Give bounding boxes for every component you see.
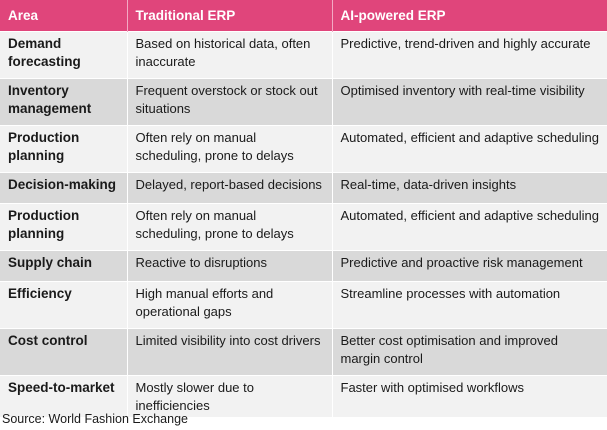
traditional-cell: Delayed, report-based decisions [127, 172, 333, 204]
table-row: Inventory management Frequent overstock … [0, 78, 607, 126]
table-row: Cost control Limited visibility into cos… [0, 328, 607, 376]
traditional-cell: Mostly slower due to inefficiencies [127, 375, 333, 417]
ai-cell: Optimised inventory with real-time visib… [332, 78, 607, 126]
traditional-cell: Often rely on manual scheduling, prone t… [127, 203, 333, 251]
header-area: Area [0, 0, 128, 32]
header-row: Area Traditional ERP AI-powered ERP [0, 0, 607, 32]
area-cell: Production planning [0, 203, 128, 251]
table-header: Area Traditional ERP AI-powered ERP [0, 0, 607, 32]
traditional-cell: Based on historical data, often inaccura… [127, 31, 333, 79]
table-row: Production planning Often rely on manual… [0, 203, 607, 251]
ai-cell: Streamline processes with automation [332, 281, 607, 329]
table-row: Production planning Often rely on manual… [0, 125, 607, 173]
table-row: Efficiency High manual efforts and opera… [0, 281, 607, 329]
area-cell: Supply chain [0, 250, 128, 282]
table-body: Demand forecasting Based on historical d… [0, 31, 607, 417]
table-row: Decision-making Delayed, report-based de… [0, 172, 607, 204]
area-cell: Speed-to-market [0, 375, 128, 417]
comparison-table-wrapper: Area Traditional ERP AI-powered ERP Dema… [0, 0, 607, 417]
area-cell: Decision-making [0, 172, 128, 204]
table-row: Demand forecasting Based on historical d… [0, 31, 607, 79]
traditional-cell: Reactive to disruptions [127, 250, 333, 282]
table-row: Speed-to-market Mostly slower due to ine… [0, 375, 607, 417]
area-cell: Production planning [0, 125, 128, 173]
ai-cell: Automated, efficient and adaptive schedu… [332, 203, 607, 251]
ai-cell: Predictive, trend-driven and highly accu… [332, 31, 607, 79]
area-cell: Inventory management [0, 78, 128, 126]
header-traditional-erp: Traditional ERP [127, 0, 333, 32]
ai-cell: Better cost optimisation and improved ma… [332, 328, 607, 376]
ai-cell: Faster with optimised workflows [332, 375, 607, 417]
area-cell: Cost control [0, 328, 128, 376]
source-caption: Source: World Fashion Exchange [2, 412, 188, 426]
area-cell: Demand forecasting [0, 31, 128, 79]
table-row: Supply chain Reactive to disruptions Pre… [0, 250, 607, 282]
traditional-cell: Frequent overstock or stock out situatio… [127, 78, 333, 126]
traditional-cell: Often rely on manual scheduling, prone t… [127, 125, 333, 173]
ai-cell: Automated, efficient and adaptive schedu… [332, 125, 607, 173]
header-ai-powered-erp: AI-powered ERP [332, 0, 607, 32]
area-cell: Efficiency [0, 281, 128, 329]
erp-comparison-table: Area Traditional ERP AI-powered ERP Dema… [0, 0, 607, 417]
ai-cell: Predictive and proactive risk management [332, 250, 607, 282]
traditional-cell: Limited visibility into cost drivers [127, 328, 333, 376]
traditional-cell: High manual efforts and operational gaps [127, 281, 333, 329]
ai-cell: Real-time, data-driven insights [332, 172, 607, 204]
